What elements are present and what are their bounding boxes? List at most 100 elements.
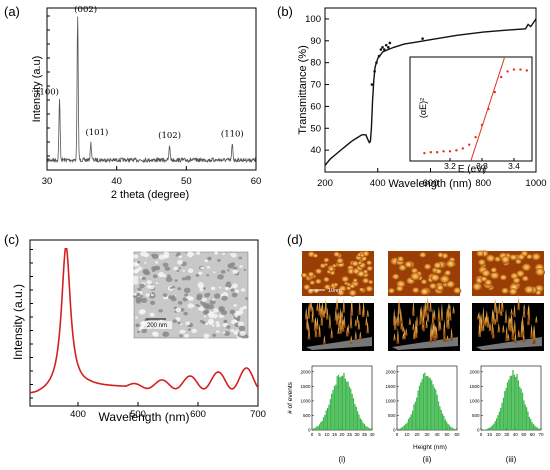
- sem-grain: [233, 313, 236, 316]
- histogram-bar: [501, 402, 503, 430]
- afm-3d-spike: [396, 309, 400, 327]
- histogram-bar: [405, 423, 407, 430]
- tauc-inset-frame: [409, 56, 533, 162]
- sem-grain: [179, 334, 183, 338]
- xrd-x-ticks: 30 40 50 60: [42, 166, 261, 187]
- histogram-x-tick-label: 30: [424, 432, 430, 437]
- transmittance-y-tick-label: 60: [310, 101, 321, 112]
- afm-3d-spike: [365, 316, 368, 326]
- afm-3d-spike: [401, 326, 405, 333]
- afm-grain: [349, 283, 356, 289]
- histogram-y-tick-label: 1500: [469, 384, 480, 389]
- histogram-bar: [351, 393, 353, 430]
- afm-3d-spike: [514, 332, 517, 343]
- afm-3d-spike: [522, 332, 526, 342]
- histogram-bar: [352, 398, 355, 430]
- tauc-data-point: [442, 150, 445, 153]
- histogram-bar: [413, 404, 415, 430]
- histogram-x-axis-label: Height (nm): [413, 444, 447, 451]
- afm-3d-spike: [330, 327, 334, 339]
- histogram-bar: [539, 429, 541, 430]
- afm-3d-spike: [513, 319, 517, 334]
- afm-3d-spike: [426, 311, 430, 322]
- sem-grain: [184, 333, 189, 338]
- sem-grain: [175, 307, 182, 313]
- afm-grain: [397, 256, 405, 263]
- xrd-peak-label: (110): [221, 128, 244, 139]
- histogram-bar: [414, 401, 416, 430]
- xrd-peak-label: (100): [36, 86, 59, 97]
- afm-3d-spike: [393, 315, 397, 330]
- afm-grain: [357, 270, 365, 278]
- histogram-sample-label: (ii): [423, 455, 432, 464]
- afm-grain: [366, 266, 373, 272]
- histogram-y-tick-label: 0: [308, 428, 311, 433]
- histogram-bar: [397, 429, 399, 430]
- afm-3d-spike: [350, 298, 353, 316]
- afm-3d-spike: [500, 299, 504, 311]
- afm-3d-spike: [366, 309, 370, 317]
- histogram-bar: [448, 425, 451, 430]
- afm-grain: [348, 289, 357, 297]
- afm-3d-spike: [318, 299, 321, 316]
- sem-grain: [146, 280, 152, 285]
- transmittance-marker: [384, 43, 388, 47]
- afm-grain: [430, 274, 440, 282]
- histogram-bar: [447, 423, 449, 430]
- transmittance-y-tick-label: 100: [305, 14, 321, 25]
- histogram-bar: [348, 386, 351, 430]
- afm-3d-spike: [509, 317, 513, 332]
- sem-grain: [155, 282, 159, 285]
- histogram-bar: [343, 372, 345, 430]
- histogram-bar: [520, 388, 522, 430]
- sem-grain: [140, 297, 148, 303]
- pl-x-tick-label: 700: [250, 409, 266, 420]
- afm-3d-spike: [435, 325, 438, 339]
- sem-grain: [177, 287, 182, 291]
- sem-grain: [154, 265, 161, 271]
- sem-grain: [233, 320, 238, 323]
- histogram-bar: [346, 381, 348, 430]
- histogram-bar: [321, 420, 323, 430]
- transmittance-marker: [421, 37, 424, 40]
- afm-grain: [501, 287, 509, 295]
- sem-grain: [133, 292, 137, 296]
- afm-3d-spike: [422, 303, 426, 319]
- afm-3d-spike: [447, 312, 450, 329]
- xrd-x-tick-label: 40: [111, 176, 122, 187]
- afm-2d-images: 10nm: [301, 250, 545, 297]
- afm-grain: [313, 288, 320, 294]
- histogram-bar: [347, 381, 349, 430]
- afm-3d-spike: [486, 315, 490, 328]
- histogram-bar: [534, 425, 536, 430]
- afm-3d-spike: [318, 323, 321, 337]
- sem-grain: [175, 254, 179, 257]
- afm-3d-spike: [448, 303, 452, 311]
- afm-grain: [485, 254, 496, 263]
- afm-grain: [365, 285, 374, 293]
- afm-grain: [315, 278, 322, 285]
- afm-grain: [512, 277, 521, 285]
- sem-grain: [207, 256, 212, 261]
- afm-3d-spike: [452, 305, 455, 314]
- afm-grain: [307, 271, 315, 278]
- histogram-bar: [446, 421, 448, 430]
- histogram-x-tick-label: 60: [454, 432, 460, 437]
- sem-grain: [139, 276, 143, 279]
- sem-grain: [151, 253, 155, 257]
- histogram-y-tick-label: 2000: [300, 369, 311, 374]
- histogram-bar: [516, 373, 518, 430]
- histogram-bar: [491, 425, 494, 430]
- afm-grain: [521, 263, 532, 272]
- afm-3d-base: [306, 337, 372, 350]
- transmittance-marker: [377, 54, 381, 58]
- afm-3d-spike: [412, 329, 416, 340]
- afm-3d-spike: [497, 300, 501, 314]
- afm-grain: [392, 273, 400, 280]
- transmittance-x-tick-label: 600: [423, 178, 439, 189]
- sem-grain: [205, 322, 208, 326]
- afm-grain: [333, 251, 340, 258]
- sem-scale-label: 200 nm: [147, 323, 167, 329]
